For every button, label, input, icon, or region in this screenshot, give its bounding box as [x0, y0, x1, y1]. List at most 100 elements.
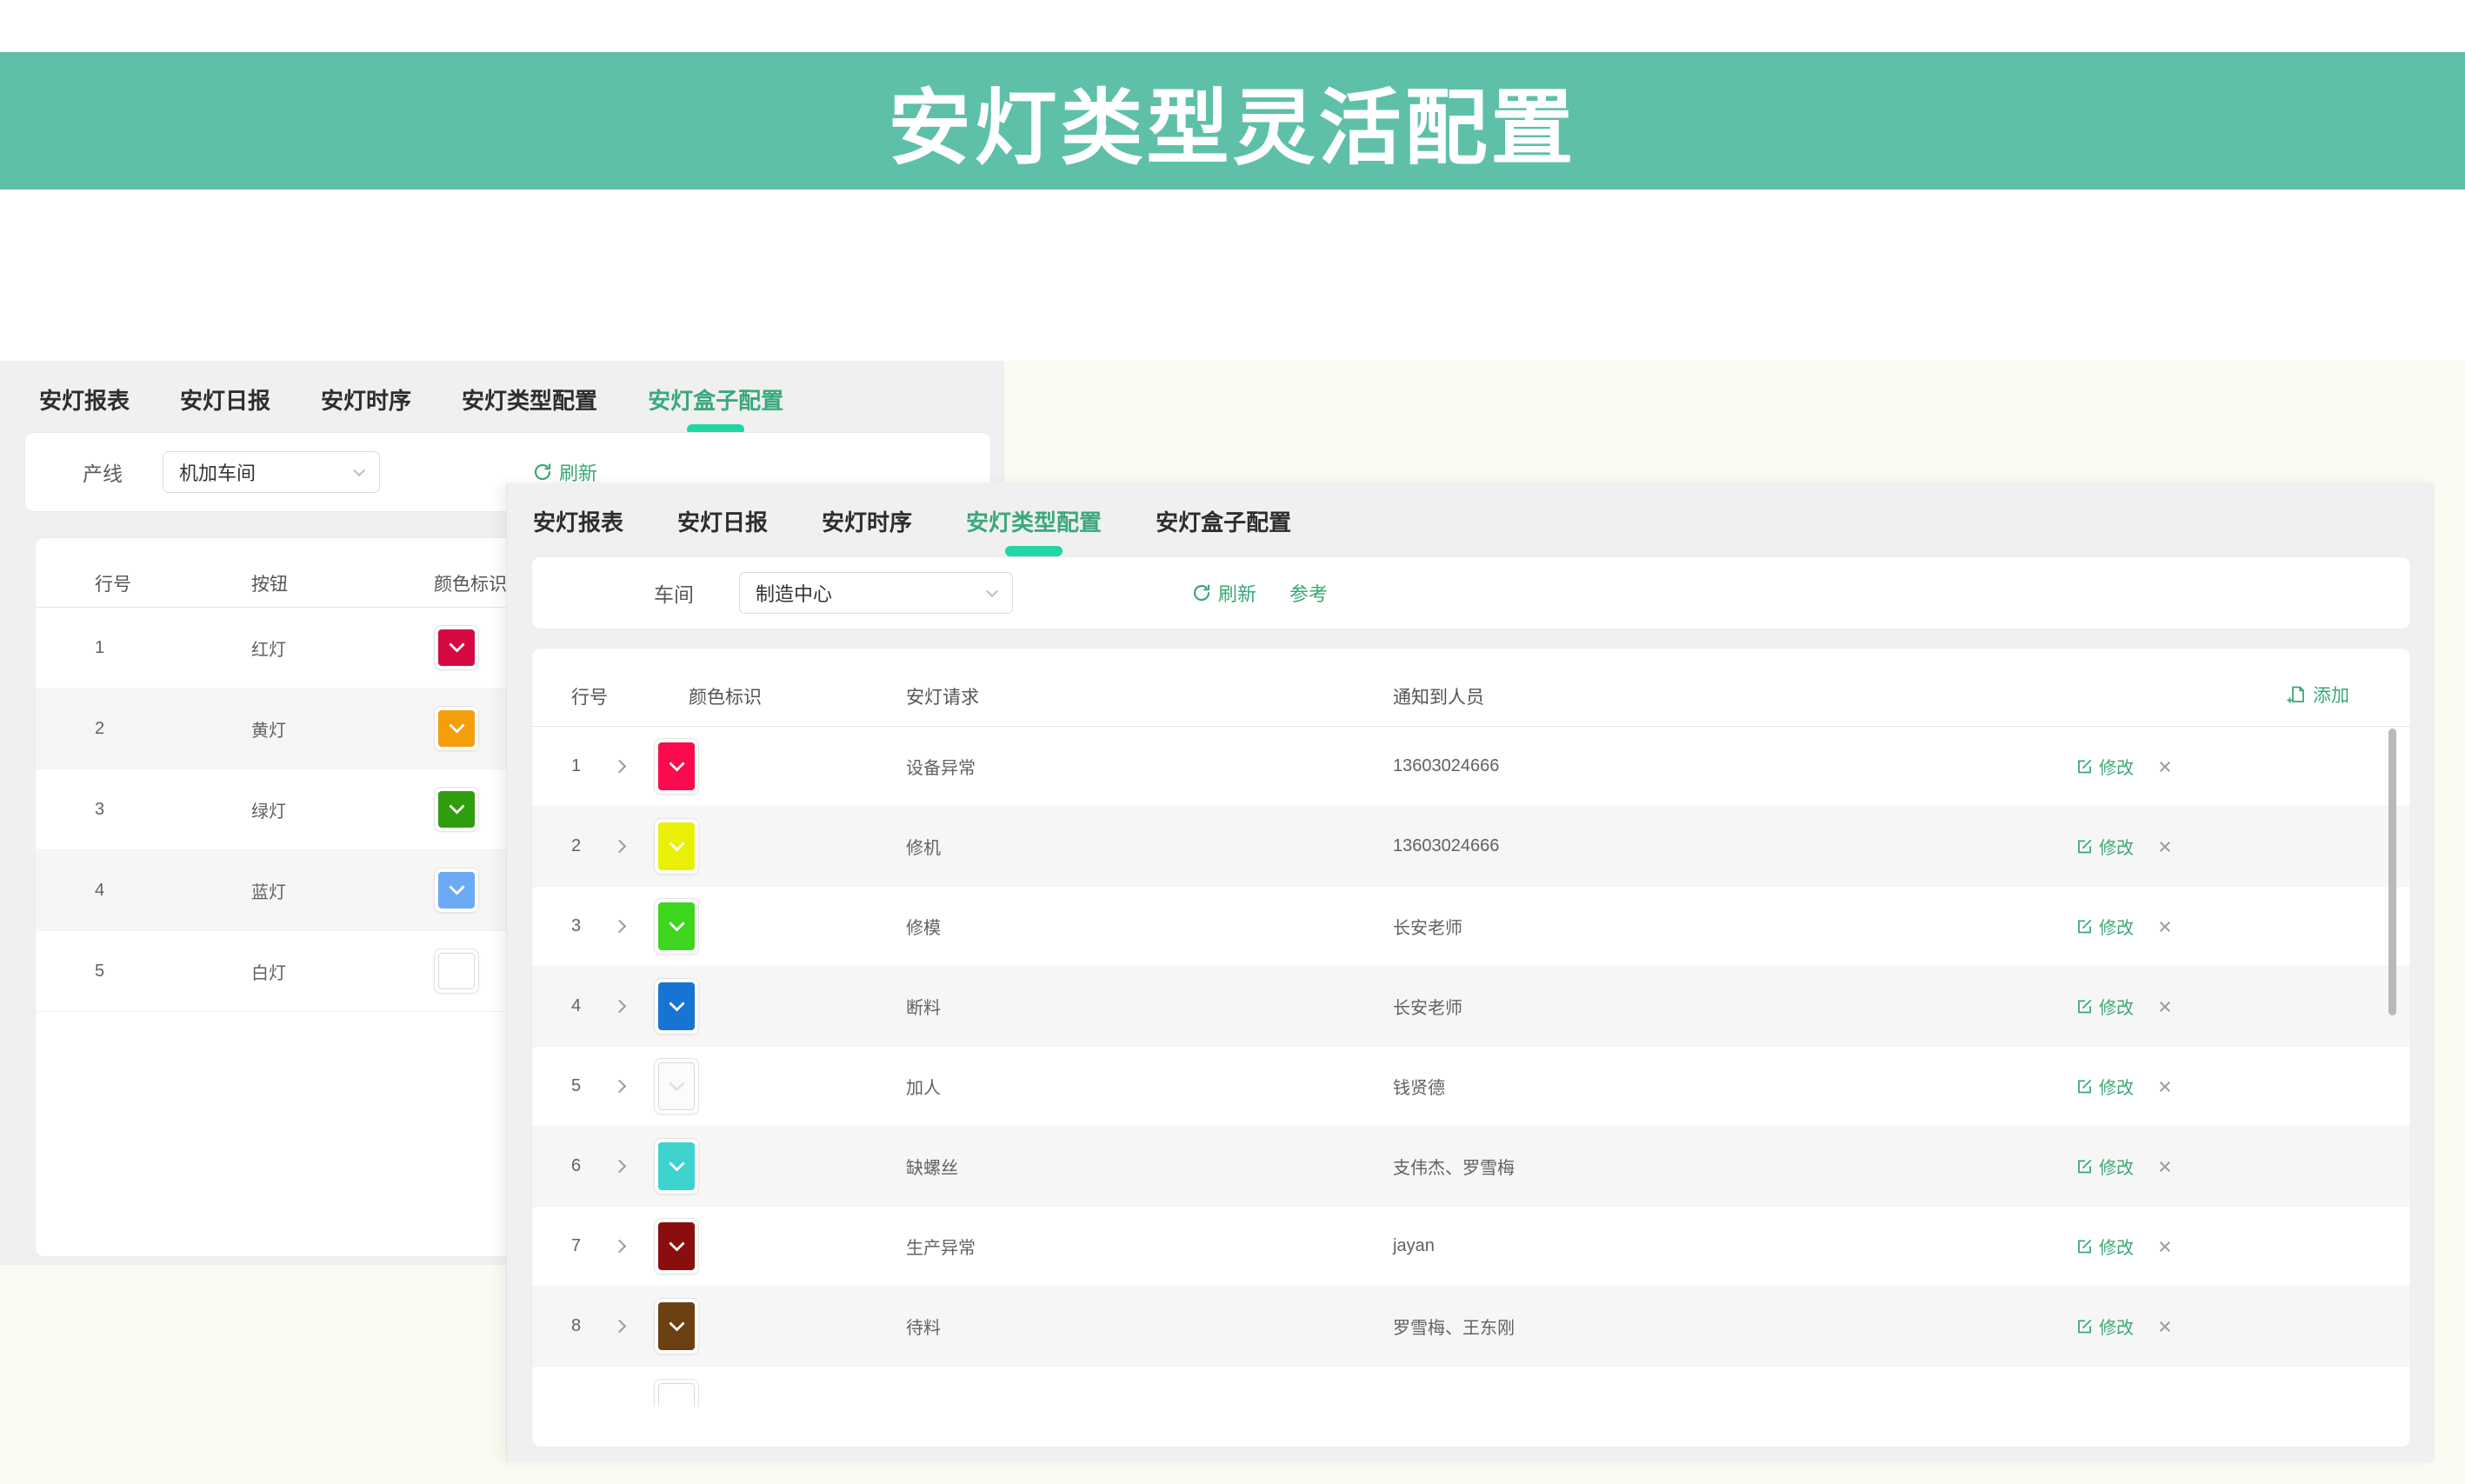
color-swatch[interactable]: [434, 868, 479, 913]
right-tabbar: 安灯报表 安灯日报 安灯时序 安灯类型配置 安灯盒子配置: [507, 482, 2435, 556]
add-button[interactable]: 添加: [2286, 682, 2349, 708]
edit-button[interactable]: 修改: [2075, 1234, 2134, 1259]
expand-row-button[interactable]: [612, 999, 654, 1014]
expand-row-button[interactable]: [612, 1319, 654, 1334]
color-swatch[interactable]: [654, 1138, 699, 1195]
col-notify: 通知到人员: [1393, 687, 1484, 708]
edit-button[interactable]: 修改: [2075, 1154, 2134, 1179]
add-label: 添加: [2313, 686, 2349, 706]
delete-button[interactable]: ×: [2158, 833, 2172, 860]
expand-row-button[interactable]: [612, 1239, 654, 1254]
row-number: 7: [571, 1236, 582, 1255]
color-swatch[interactable]: [654, 1058, 699, 1115]
refresh-button[interactable]: 刷新: [1191, 579, 1256, 607]
table-scrollbar-thumb[interactable]: [2388, 729, 2396, 1015]
expand-row-button[interactable]: [612, 919, 654, 934]
edit-button[interactable]: 修改: [2075, 1314, 2134, 1339]
expand-row-button[interactable]: [612, 1079, 654, 1094]
delete-button[interactable]: ×: [2158, 1153, 2172, 1180]
edit-button[interactable]: 修改: [2075, 1074, 2134, 1099]
table-row: 8 待料 罗雪梅、王东刚 修改 ×: [532, 1287, 2410, 1367]
edit-icon: [2078, 759, 2092, 774]
delete-button[interactable]: ×: [2158, 993, 2172, 1020]
tab-andon-timing[interactable]: 安灯时序: [321, 388, 412, 414]
expand-row-button[interactable]: [612, 839, 654, 854]
edit-label: 修改: [2099, 1319, 2134, 1338]
row-number: 3: [95, 799, 105, 819]
color-swatch[interactable]: [434, 625, 479, 670]
chevron-down-icon: [668, 1234, 685, 1252]
color-swatch[interactable]: [654, 738, 699, 795]
color-swatch[interactable]: [654, 898, 699, 955]
table-row-partial: [532, 1367, 2410, 1407]
select-value: 机加车间: [179, 463, 256, 484]
right-filter-card: 车间 制造中心 刷新 参考: [531, 556, 2411, 629]
andon-request: 缺螺丝: [906, 1159, 958, 1178]
tab-andon-type-config[interactable]: 安灯类型配置: [462, 388, 598, 414]
delete-button[interactable]: ×: [2158, 753, 2172, 780]
notify-person: 钱贤德: [1393, 1079, 1445, 1098]
andon-request: 生产异常: [906, 1239, 976, 1258]
color-swatch[interactable]: [654, 1379, 699, 1407]
chevron-down-icon: [668, 1314, 685, 1332]
delete-button[interactable]: ×: [2158, 913, 2172, 940]
row-number: 4: [95, 880, 105, 900]
tab-label: 安灯类型配置: [966, 509, 1103, 536]
tab-andon-daily[interactable]: 安灯日报: [677, 509, 769, 536]
production-line-select[interactable]: 机加车间: [163, 451, 380, 493]
row-number: 1: [95, 637, 105, 657]
color-swatch[interactable]: [434, 948, 479, 994]
production-line-label: 产线: [83, 463, 123, 485]
chevron-down-icon: [668, 915, 685, 932]
edit-label: 修改: [2099, 919, 2134, 938]
expand-row-button[interactable]: [612, 759, 654, 774]
color-swatch[interactable]: [654, 1298, 699, 1354]
edit-label: 修改: [2099, 839, 2134, 858]
tab-label: 安灯盒子配置: [648, 388, 784, 414]
table-row: 4 断料 长安老师 修改 ×: [532, 967, 2410, 1047]
row-number: 3: [571, 916, 582, 935]
tab-andon-report[interactable]: 安灯报表: [39, 388, 130, 414]
refresh-label: 刷新: [1218, 583, 1257, 605]
edit-button[interactable]: 修改: [2075, 994, 2134, 1019]
delete-button[interactable]: ×: [2158, 1073, 2172, 1100]
edit-label: 修改: [2099, 759, 2134, 778]
chevron-right-icon: [612, 999, 627, 1014]
button-name: 红灯: [251, 640, 286, 660]
left-tabbar: 安灯报表 安灯日报 安灯时序 安灯类型配置 安灯盒子配置: [0, 361, 1004, 435]
expand-row-button[interactable]: [612, 1159, 654, 1174]
chevron-right-icon: [612, 1159, 627, 1174]
edit-button[interactable]: 修改: [2075, 754, 2134, 779]
chevron-down-icon: [668, 835, 685, 852]
color-swatch[interactable]: [654, 978, 699, 1035]
edit-button[interactable]: 修改: [2075, 914, 2134, 939]
tab-andon-box-config[interactable]: 安灯盒子配置: [1156, 509, 1292, 536]
chevron-right-icon: [612, 1079, 627, 1094]
refresh-button[interactable]: 刷新: [532, 458, 597, 486]
tab-andon-box-config[interactable]: 安灯盒子配置: [648, 383, 783, 435]
table-row: 7 生产异常 jayan 修改 ×: [532, 1207, 2410, 1287]
col-button: 按钮: [251, 574, 288, 595]
col-row-number: 行号: [571, 687, 608, 708]
reference-button[interactable]: 参考: [1289, 579, 1328, 607]
tab-andon-report[interactable]: 安灯报表: [533, 509, 624, 536]
color-swatch[interactable]: [434, 706, 479, 751]
tab-andon-timing[interactable]: 安灯时序: [822, 509, 913, 536]
color-swatch[interactable]: [654, 1218, 699, 1274]
chevron-down-icon: [448, 798, 465, 815]
color-swatch[interactable]: [434, 787, 479, 832]
edit-label: 修改: [2099, 1159, 2134, 1178]
tab-andon-type-config[interactable]: 安灯类型配置: [966, 505, 1102, 556]
chevron-down-icon: [668, 1075, 685, 1092]
refresh-icon: [534, 463, 551, 481]
chevron-down-icon: [985, 584, 999, 597]
delete-button[interactable]: ×: [2158, 1313, 2172, 1340]
color-swatch[interactable]: [654, 818, 699, 875]
edit-button[interactable]: 修改: [2075, 834, 2134, 859]
tab-andon-daily[interactable]: 安灯日报: [180, 388, 271, 414]
delete-button[interactable]: ×: [2158, 1233, 2172, 1260]
notify-person: 13603024666: [1393, 836, 1500, 855]
workshop-select[interactable]: 制造中心: [739, 572, 1013, 614]
andon-request: 设备异常: [906, 759, 976, 778]
